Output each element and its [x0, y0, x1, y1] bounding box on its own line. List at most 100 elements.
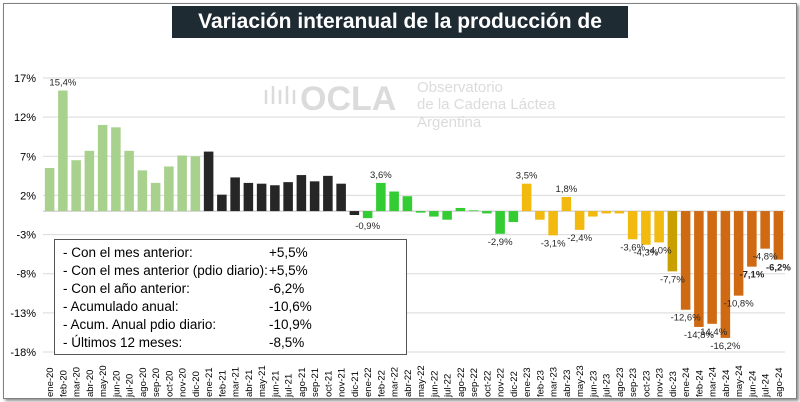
data-label: -12,6% — [671, 313, 702, 324]
x-tick-label: ago-21 — [297, 367, 308, 397]
y-tick-label: 12% — [14, 112, 36, 124]
data-labels: 15,4% -0,9% 3,6% -2,9% 3,5% -3,1% 1,8% -2,4% -3,… — [49, 78, 791, 352]
bar — [760, 211, 770, 249]
bar — [641, 211, 651, 245]
bar — [654, 211, 664, 243]
x-tick-label: feb-22 — [376, 370, 387, 397]
data-label: -4,0% — [647, 245, 672, 256]
bar — [588, 211, 598, 217]
x-tick-label: nov-20 — [178, 368, 189, 397]
data-label: -7,7% — [660, 274, 685, 285]
y-tick-label: -13% — [10, 308, 36, 320]
summary-box: - Con el mes anterior: +5,5% - Con el me… — [54, 239, 407, 355]
data-label: -10,8% — [724, 299, 755, 310]
bar — [508, 211, 519, 223]
x-tick-label: dic-20 — [191, 371, 202, 397]
bar — [482, 211, 492, 214]
data-label: -14,4% — [697, 327, 728, 338]
data-label: -4,8% — [753, 252, 778, 263]
bar — [296, 175, 307, 212]
bar — [680, 211, 691, 310]
data-label: -14,8% — [684, 330, 715, 341]
logo-name: OCLA — [300, 80, 396, 118]
x-tick-label: mar-23 — [549, 367, 560, 397]
bar — [44, 168, 55, 212]
summary-value: +5,5% — [269, 263, 308, 278]
x-tick-label: sep-22 — [469, 368, 480, 397]
summary-label: - Con el mes anterior: — [63, 245, 193, 260]
x-tick-label: feb-23 — [535, 370, 546, 397]
x-tick-label: ene-20 — [45, 367, 56, 397]
bar — [349, 211, 360, 215]
x-tick-label: sep-20 — [151, 368, 162, 397]
summary-value: -6,2% — [269, 281, 305, 296]
summary-label: - Con el mes anterior (pdio diario): — [63, 263, 268, 278]
summary-label: - Con el año anterior: — [63, 281, 190, 296]
x-tick-label: mar-21 — [231, 367, 242, 397]
milk-logo-icon — [264, 86, 296, 104]
x-tick-label: ago-22 — [456, 367, 467, 397]
x-tick-label: may-21 — [257, 365, 268, 397]
x-tick-label: dic-22 — [509, 371, 520, 397]
y-tick-label: 7% — [20, 151, 36, 163]
bar — [521, 183, 532, 212]
bar — [429, 211, 439, 217]
x-tick-label: dic-21 — [350, 371, 361, 397]
bar — [548, 211, 558, 236]
logo-line1: Observatorio — [417, 79, 503, 96]
x-tick-label: abr-21 — [244, 370, 255, 397]
bar — [164, 166, 174, 212]
x-tick-label: jun-24 — [747, 371, 758, 398]
x-tick-label: mar-24 — [708, 367, 719, 397]
bar — [773, 211, 784, 260]
x-tick-label: dic-23 — [668, 371, 679, 397]
bar — [111, 127, 121, 212]
logo-line2: de la Cadena Láctea — [417, 96, 556, 113]
bar — [402, 196, 413, 212]
x-tick-label: feb-20 — [58, 370, 69, 397]
bar — [733, 211, 744, 296]
bar — [415, 211, 426, 213]
data-label: 3,5% — [516, 171, 538, 182]
bar — [150, 182, 161, 212]
summary-value: -10,9% — [269, 317, 312, 332]
data-label: -4,3% — [633, 248, 658, 259]
x-tick-label: jun-20 — [111, 371, 122, 398]
data-label: -6,2% — [766, 263, 791, 274]
x-tick-label: jun-22 — [429, 371, 440, 398]
bar — [58, 90, 68, 212]
bar — [336, 183, 346, 212]
y-tick-label: 17% — [14, 73, 36, 85]
bar — [707, 211, 717, 324]
x-tick-label: ene-21 — [204, 367, 215, 397]
data-label: -3,1% — [541, 238, 566, 249]
bar — [561, 196, 572, 212]
x-tick-label: jul-24 — [761, 374, 772, 398]
bar — [389, 191, 399, 212]
data-label: -2,4% — [567, 233, 592, 244]
x-tick-label: may-23 — [575, 365, 586, 397]
x-tick-label: oct-22 — [482, 371, 493, 397]
bar — [177, 155, 187, 212]
bar — [468, 210, 479, 212]
bar — [243, 182, 254, 212]
data-label: -7,1% — [739, 270, 764, 281]
bar — [614, 211, 625, 214]
y-tick-label: -18% — [10, 347, 36, 359]
bar — [309, 181, 320, 212]
chart-title: Variación interanual de la producción de… — [172, 6, 628, 65]
bar — [442, 211, 452, 220]
x-tick-label: abr-23 — [562, 370, 573, 397]
x-tick-label: may-24 — [734, 365, 745, 397]
x-tick-label: ago-24 — [774, 367, 785, 397]
x-tick-label: jul-20 — [125, 374, 136, 398]
x-tick-label: ago-20 — [138, 367, 149, 397]
bar — [283, 182, 293, 212]
bar — [601, 211, 611, 214]
bar — [376, 182, 386, 212]
data-label: -0,9% — [355, 221, 380, 232]
data-label: -2,9% — [488, 237, 513, 248]
x-tick-label: mar-20 — [72, 367, 83, 397]
bars — [44, 90, 784, 338]
x-tick-label: feb-21 — [217, 370, 228, 397]
